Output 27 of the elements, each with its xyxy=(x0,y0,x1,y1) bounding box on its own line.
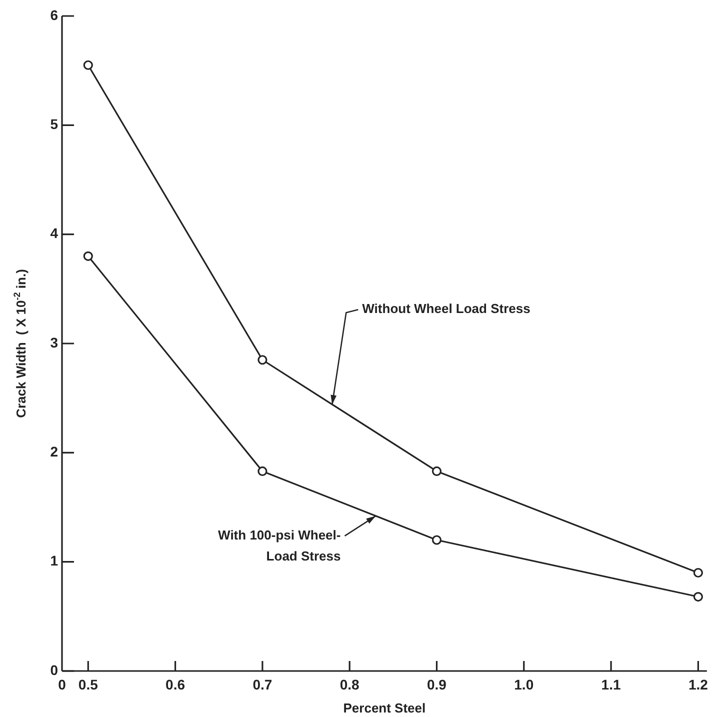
y-tick-label: 0 xyxy=(50,662,58,678)
x-tick-label: 1.1 xyxy=(601,676,621,692)
point xyxy=(83,60,93,70)
x-tick-label: 0.7 xyxy=(252,676,272,692)
y-tick-label: 5 xyxy=(50,116,58,132)
x-tick-label: 0.8 xyxy=(340,676,360,692)
x-tick-label: 0.6 xyxy=(166,676,186,692)
point xyxy=(693,592,703,602)
y-tick-label: 2 xyxy=(50,444,58,460)
point xyxy=(258,355,268,365)
x-axis-title: Percent Steel xyxy=(343,700,426,716)
y-tick-label: 6 xyxy=(50,6,58,23)
annotation: With 100-psi Wheel- Load Stress xyxy=(218,528,341,564)
y-axis-title: Crack Width ( X 10-2 in.) xyxy=(12,269,29,418)
point xyxy=(258,466,268,476)
y-tick-label: 4 xyxy=(50,225,58,242)
x-tick-label: 1.2 xyxy=(688,676,708,692)
annotation: Without Wheel Load Stress xyxy=(362,301,530,316)
y-tick-label: 3 xyxy=(50,334,58,350)
x-tick-label: 0.5 xyxy=(78,676,98,692)
point xyxy=(693,568,703,578)
point xyxy=(432,535,442,545)
y-tick-label: 1 xyxy=(50,552,58,569)
x-tick-label: 1.0 xyxy=(514,676,534,692)
point xyxy=(83,251,93,261)
point xyxy=(432,466,442,476)
x-tick-label: 0.9 xyxy=(427,676,447,692)
